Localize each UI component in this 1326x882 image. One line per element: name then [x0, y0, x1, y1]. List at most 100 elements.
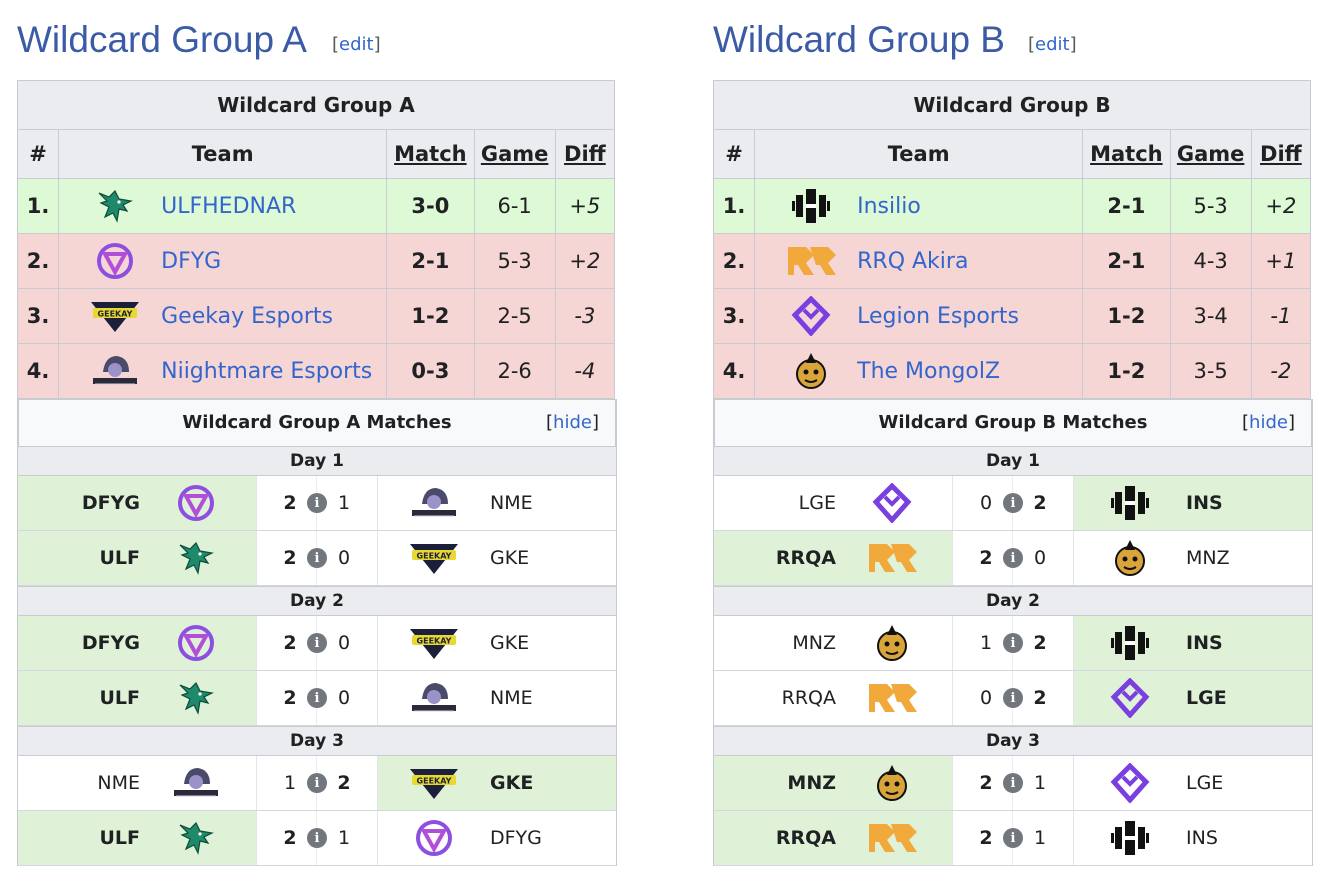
dfyg-logo-icon[interactable]	[166, 620, 226, 666]
team-abbr[interactable]: INS	[1186, 632, 1223, 654]
column-header-match[interactable]: Match	[386, 129, 475, 179]
legion-logo-icon[interactable]	[783, 294, 839, 338]
insilio-logo-icon[interactable]	[783, 184, 839, 228]
rank-cell: 4.	[16, 343, 60, 399]
day-label: Day 1	[18, 446, 616, 476]
info-icon[interactable]: i	[1003, 828, 1023, 848]
team-link[interactable]: RRQ Akira	[857, 248, 969, 274]
team-abbr[interactable]: DFYG	[490, 827, 542, 849]
insilio-logo-icon[interactable]	[1100, 620, 1160, 666]
info-icon[interactable]: i	[1003, 493, 1023, 513]
dfyg-logo-icon[interactable]	[166, 480, 226, 526]
mongolz-logo-icon[interactable]	[862, 620, 922, 666]
column-header-diff[interactable]: Diff	[1250, 129, 1312, 179]
info-icon[interactable]: i	[307, 773, 327, 793]
geekay-logo-icon[interactable]: GEEKAY	[404, 760, 464, 806]
team-link[interactable]: Niightmare Esports	[161, 358, 373, 384]
info-icon[interactable]: i	[1003, 548, 1023, 568]
nightmare-logo-icon[interactable]	[404, 675, 464, 721]
legion-logo-icon[interactable]	[1100, 760, 1160, 806]
team-link[interactable]: DFYG	[161, 248, 222, 274]
insilio-logo-icon[interactable]	[1100, 815, 1160, 861]
team-abbr[interactable]: INS	[1186, 492, 1223, 514]
column-header-diff[interactable]: Diff	[554, 129, 616, 179]
group-b-section: Wildcard Group B [edit] Wildcard Group B # T…	[712, 0, 1313, 866]
column-header-game[interactable]: Game	[1169, 129, 1252, 179]
mongolz-logo-icon[interactable]	[862, 760, 922, 806]
info-icon[interactable]: i	[1003, 773, 1023, 793]
info-icon[interactable]: i	[307, 688, 327, 708]
geekay-logo-icon[interactable]: GEEKAY	[404, 535, 464, 581]
team-abbr[interactable]: LGE	[1186, 772, 1224, 794]
wolf-logo-icon[interactable]	[166, 815, 226, 861]
info-icon[interactable]: i	[307, 633, 327, 653]
wolf-logo-icon[interactable]	[166, 535, 226, 581]
team-link[interactable]: The MongolZ	[857, 358, 1001, 384]
geekay-logo-icon[interactable]: GEEKAY	[87, 294, 143, 338]
edit-link[interactable]: edit	[339, 34, 374, 55]
bracket-open: [	[1242, 412, 1250, 433]
info-icon[interactable]: i	[1003, 688, 1023, 708]
match-team-left: DFYG	[18, 476, 256, 530]
column-header-label: Team	[887, 142, 950, 166]
mongolz-logo-icon[interactable]	[783, 349, 839, 393]
info-icon[interactable]: i	[307, 493, 327, 513]
team-abbr[interactable]: MNZ	[787, 772, 836, 794]
legion-logo-icon[interactable]	[1100, 675, 1160, 721]
team-abbr[interactable]: ULF	[99, 547, 140, 569]
team-abbr[interactable]: MNZ	[1186, 547, 1230, 569]
legion-logo-icon[interactable]	[862, 480, 922, 526]
info-icon[interactable]: i	[307, 548, 327, 568]
team-abbr[interactable]: GKE	[490, 547, 530, 569]
nightmare-logo-icon[interactable]	[87, 349, 143, 393]
team-abbr[interactable]: NME	[97, 772, 140, 794]
wolf-logo-icon[interactable]	[166, 675, 226, 721]
team-link[interactable]: Geekay Esports	[161, 303, 334, 329]
team-link[interactable]: ULFHEDNAR	[161, 193, 297, 219]
score-left: 2	[979, 547, 993, 569]
team-abbr[interactable]: RRQA	[775, 827, 836, 849]
hide-toggle[interactable]: hide	[553, 412, 592, 433]
column-header-match[interactable]: Match	[1082, 129, 1171, 179]
team-abbr[interactable]: GKE	[490, 772, 534, 794]
edit-link[interactable]: edit	[1035, 34, 1070, 55]
table-header-row: # Team Match Game Diff	[712, 129, 1312, 179]
rrq-logo-icon[interactable]	[862, 535, 922, 581]
nightmare-logo-icon[interactable]	[166, 760, 226, 806]
rrq-logo-icon[interactable]	[862, 815, 922, 861]
team-abbr[interactable]: LGE	[798, 492, 836, 514]
diff-cell: -2	[1250, 343, 1312, 399]
rank-cell: 3.	[16, 288, 60, 344]
mongolz-logo-icon[interactable]	[1100, 535, 1160, 581]
team-abbr[interactable]: INS	[1186, 827, 1218, 849]
team-abbr[interactable]: RRQA	[775, 547, 836, 569]
standings-row: 1. Insilio 2-1 5-3 +2	[712, 178, 1312, 234]
team-abbr[interactable]: ULF	[99, 827, 140, 849]
dfyg-logo-icon[interactable]	[404, 815, 464, 861]
team-abbr[interactable]: NME	[490, 687, 533, 709]
team-link[interactable]: Legion Esports	[857, 303, 1019, 329]
geekay-logo-icon[interactable]: GEEKAY	[404, 620, 464, 666]
team-abbr[interactable]: DFYG	[81, 492, 140, 514]
hide-toggle[interactable]: hide	[1249, 412, 1288, 433]
rrq-logo-icon[interactable]	[783, 239, 839, 283]
column-header-game[interactable]: Game	[473, 129, 556, 179]
team-abbr[interactable]: DFYG	[81, 632, 140, 654]
wolf-logo-icon[interactable]	[87, 184, 143, 228]
team-abbr[interactable]: RRQA	[781, 687, 836, 709]
nightmare-logo-icon[interactable]	[404, 480, 464, 526]
team-abbr[interactable]: LGE	[1186, 687, 1227, 709]
insilio-logo-icon[interactable]	[1100, 480, 1160, 526]
team-link[interactable]: Insilio	[857, 193, 921, 219]
team-abbr[interactable]: NME	[490, 492, 533, 514]
team-abbr[interactable]: GKE	[490, 632, 530, 654]
dfyg-logo-icon[interactable]	[87, 239, 143, 283]
info-icon[interactable]: i	[1003, 633, 1023, 653]
team-abbr[interactable]: ULF	[99, 687, 140, 709]
rrq-logo-icon[interactable]	[862, 675, 922, 721]
info-icon[interactable]: i	[307, 828, 327, 848]
team-abbr[interactable]: MNZ	[792, 632, 836, 654]
column-header-label: Team	[191, 142, 254, 166]
